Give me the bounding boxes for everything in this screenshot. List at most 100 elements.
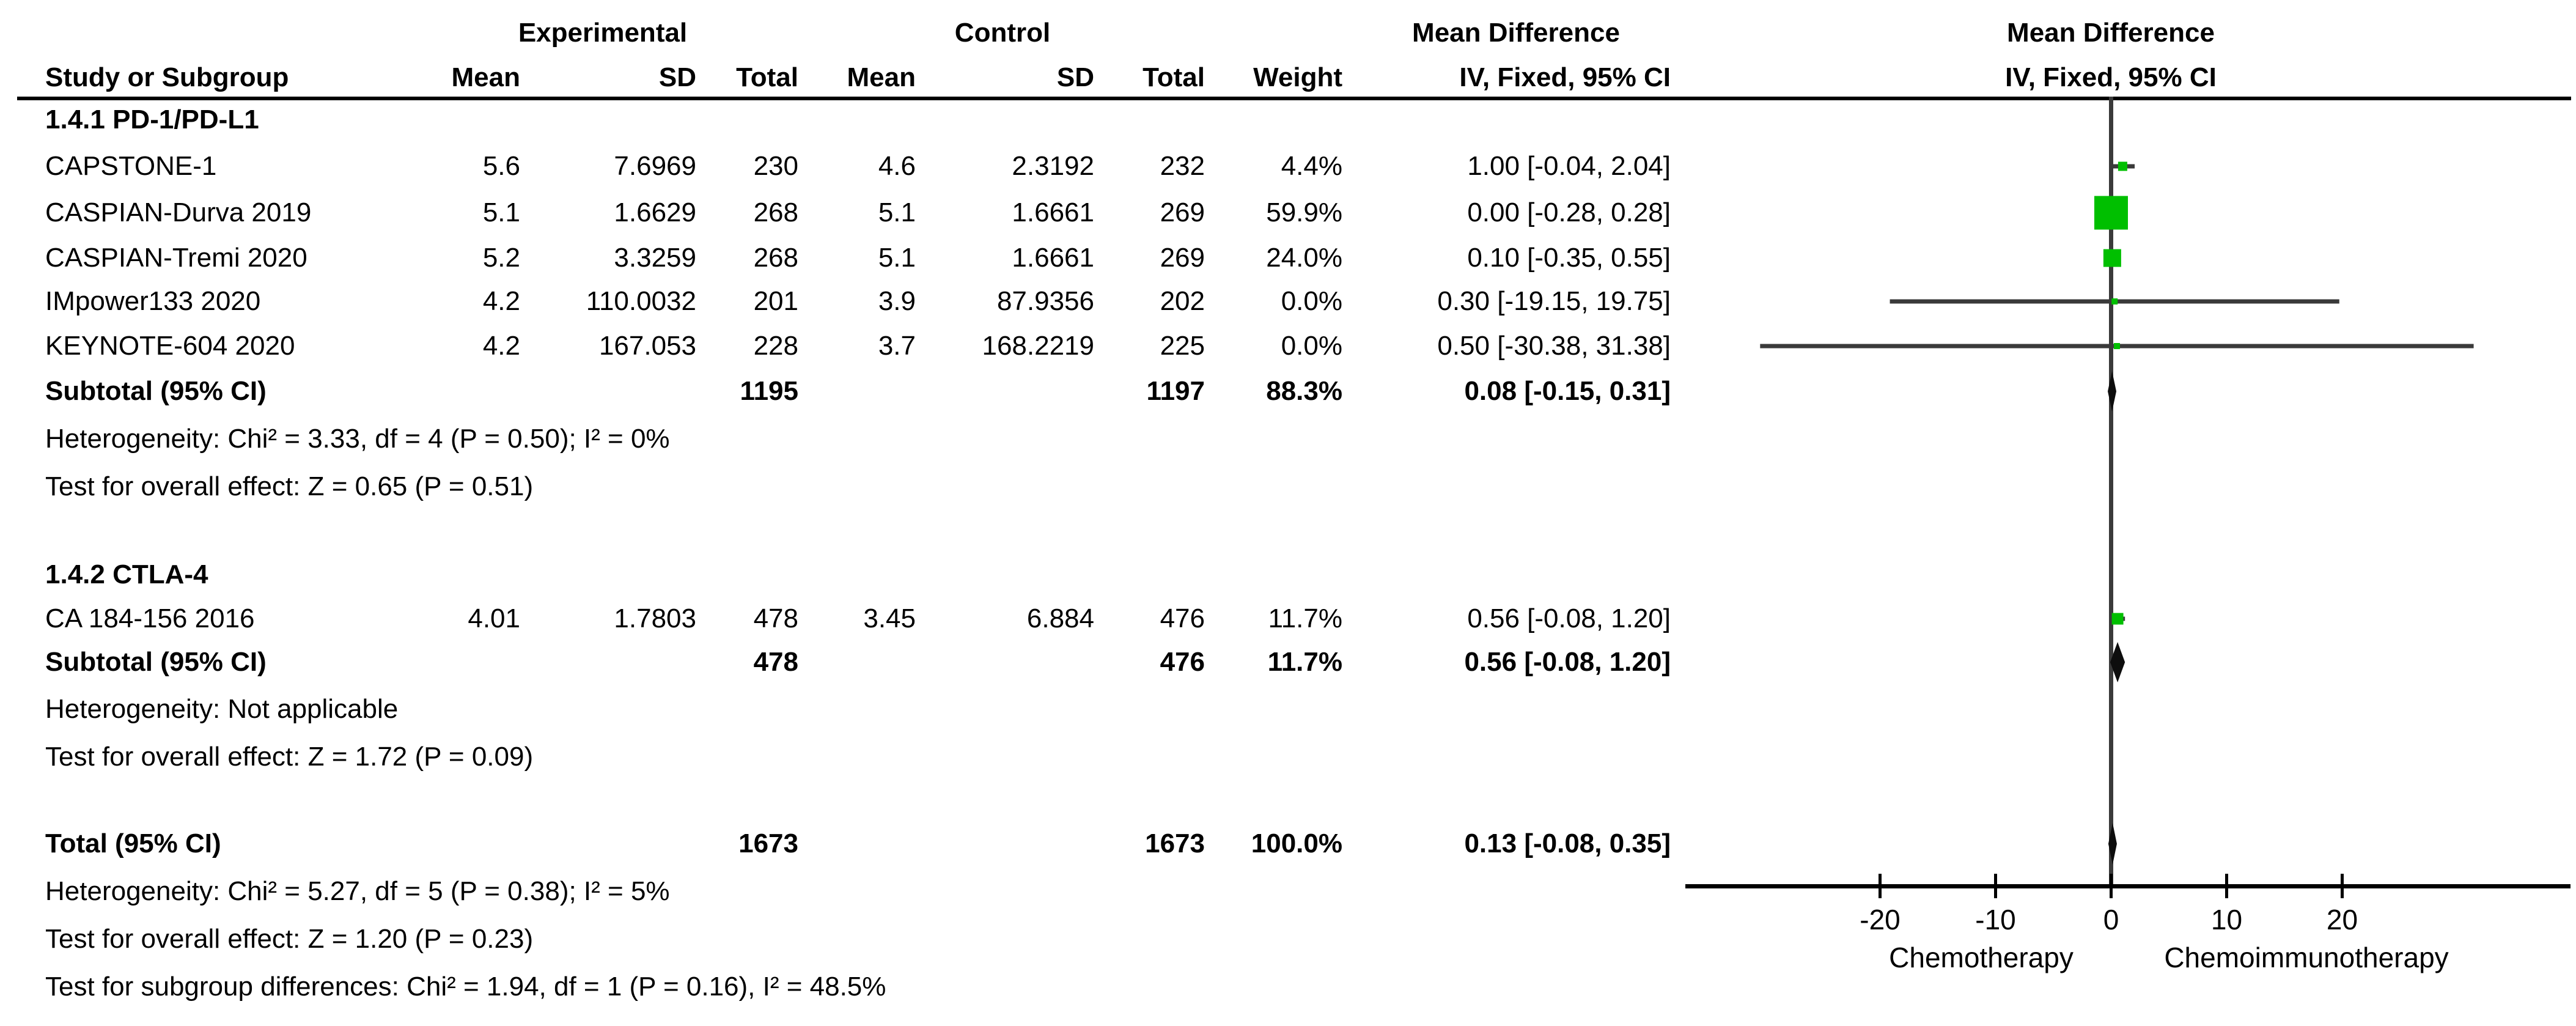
- cell-weight: 4.4%: [1281, 151, 1342, 181]
- cell-ci-text: 0.30 [-19.15, 19.75]: [1437, 286, 1671, 316]
- effect-square: [2103, 249, 2121, 267]
- cell-ci-text: 0.10 [-0.35, 0.55]: [1467, 243, 1671, 273]
- axis-caption-left: Chemotherapy: [1889, 942, 2074, 973]
- footer-note: Test for overall effect: Z = 1.20 (P = 0…: [45, 924, 534, 954]
- cell-ci-text: 0.08 [-0.15, 0.31]: [1464, 376, 1671, 406]
- column-header-sd-ctl: SD: [1056, 62, 1094, 92]
- cell-exp-sd: 1.6629: [614, 197, 696, 227]
- column-header-study: Study or Subgroup: [45, 62, 289, 92]
- total-diamond: [2108, 823, 2117, 865]
- cell-ctl-total: 225: [1160, 331, 1205, 361]
- cell-ctl-total: 1197: [1146, 376, 1205, 406]
- cell-weight: 0.0%: [1281, 286, 1342, 316]
- cell-weight: 88.3%: [1266, 376, 1342, 406]
- cell-exp-mean: 5.2: [482, 243, 520, 273]
- axis-tick: [2341, 874, 2344, 898]
- axis-tick: [1879, 874, 1882, 898]
- study-name: CASPIAN-Durva 2019: [45, 197, 312, 227]
- column-header-mean-ctl: Mean: [847, 62, 916, 92]
- cell-ctl-mean: 4.6: [878, 151, 916, 181]
- subgroup-title: 1.4.2 CTLA-4: [45, 559, 208, 589]
- header-rule: [17, 97, 2571, 100]
- cell-ctl-total: 232: [1160, 151, 1205, 181]
- study-name: KEYNOTE-604 2020: [45, 331, 295, 361]
- cell-ctl-total: 1673: [1145, 829, 1205, 858]
- column-group-experimental: Experimental: [518, 18, 688, 48]
- column-header-sd-exp: SD: [658, 62, 696, 92]
- cell-ctl-total: 202: [1160, 286, 1205, 316]
- cell-exp-total: 1195: [740, 376, 798, 406]
- cell-exp-total: 201: [753, 286, 798, 316]
- cell-exp-total: 228: [753, 331, 798, 361]
- cell-weight: 11.7%: [1268, 603, 1343, 633]
- heterogeneity-note: Heterogeneity: Chi² = 3.33, df = 4 (P = …: [45, 424, 670, 454]
- cell-ctl-sd: 1.6661: [1012, 243, 1094, 273]
- axis-caption-right: Chemoimmunotherapy: [2164, 942, 2449, 973]
- cell-ctl-sd: 2.3192: [1012, 151, 1094, 181]
- cell-ci-text: 0.56 [-0.08, 1.20]: [1464, 647, 1671, 677]
- subtotal-diamond: [2110, 642, 2125, 682]
- cell-exp-mean: 4.2: [482, 331, 520, 361]
- axis-tick-label: 10: [2210, 904, 2243, 936]
- cell-ctl-sd: 87.9356: [996, 286, 1094, 316]
- cell-exp-mean: 4.2: [482, 286, 520, 316]
- cell-exp-total: 478: [753, 603, 798, 633]
- cell-ctl-sd: 6.884: [1026, 603, 1094, 633]
- study-name: CA 184-156 2016: [45, 603, 255, 633]
- cell-ctl-mean: 5.1: [878, 243, 916, 273]
- cell-ctl-total: 269: [1160, 243, 1205, 273]
- footer-note: Heterogeneity: Chi² = 5.27, df = 5 (P = …: [45, 876, 670, 906]
- cell-ctl-total: 476: [1160, 647, 1205, 677]
- study-name: CASPIAN-Tremi 2020: [45, 243, 307, 273]
- plot-header-ci: IV, Fixed, 95% CI: [2005, 62, 2217, 92]
- effect-square: [2094, 196, 2128, 230]
- cell-weight: 11.7%: [1267, 647, 1342, 677]
- subtotal-label: Subtotal (95% CI): [45, 376, 267, 406]
- cell-exp-total: 478: [753, 647, 798, 677]
- cell-exp-mean: 5.6: [482, 151, 520, 181]
- study-name: CAPSTONE-1: [45, 151, 217, 181]
- cell-ci-text: 0.13 [-0.08, 0.35]: [1464, 829, 1671, 858]
- column-header-weight: Weight: [1253, 62, 1342, 92]
- column-header-mean-exp: Mean: [451, 62, 520, 92]
- heterogeneity-note: Heterogeneity: Not applicable: [45, 694, 399, 724]
- cell-ctl-mean: 3.7: [878, 331, 916, 361]
- axis-tick-label: 20: [2326, 904, 2358, 936]
- overall-effect-note: Test for overall effect: Z = 1.72 (P = 0…: [45, 742, 534, 772]
- cell-ctl-mean: 5.1: [878, 197, 916, 227]
- plot-title-mean-difference: Mean Difference: [2007, 18, 2215, 48]
- cell-exp-sd: 167.053: [598, 331, 696, 361]
- cell-exp-sd: 7.6969: [614, 151, 696, 181]
- subtotal-label: Subtotal (95% CI): [45, 647, 267, 677]
- axis-tick: [2225, 874, 2228, 898]
- axis-tick: [2110, 874, 2113, 898]
- cell-exp-total: 230: [753, 151, 798, 181]
- study-name: IMpower133 2020: [45, 286, 261, 316]
- column-header-total-exp: Total: [736, 62, 798, 92]
- axis-tick: [1994, 874, 1997, 898]
- cell-weight: 59.9%: [1266, 197, 1342, 227]
- x-axis-line: [1685, 884, 2570, 888]
- column-header-total-ctl: Total: [1143, 62, 1205, 92]
- cell-ctl-mean: 3.9: [878, 286, 916, 316]
- axis-tick-label: -20: [1860, 904, 1901, 936]
- cell-exp-mean: 5.1: [482, 197, 520, 227]
- cell-exp-total: 268: [753, 197, 798, 227]
- cell-ctl-total: 269: [1160, 197, 1205, 227]
- cell-ctl-sd: 168.2219: [982, 331, 1094, 361]
- cell-ctl-total: 476: [1160, 603, 1205, 633]
- column-group-mean-difference: Mean Difference: [1412, 18, 1620, 48]
- cell-weight: 0.0%: [1281, 331, 1342, 361]
- cell-ci-text: 0.00 [-0.28, 0.28]: [1467, 197, 1671, 227]
- cell-exp-total: 268: [753, 243, 798, 273]
- subgroup-title: 1.4.1 PD-1/PD-L1: [45, 105, 259, 135]
- cell-exp-mean: 4.01: [468, 603, 520, 633]
- effect-square: [2111, 613, 2124, 625]
- cell-ci-text: 0.50 [-30.38, 31.38]: [1437, 331, 1671, 361]
- subtotal-diamond: [2108, 371, 2117, 412]
- overall-effect-note: Test for overall effect: Z = 0.65 (P = 0…: [45, 471, 534, 501]
- axis-tick-label: -10: [1975, 904, 2016, 936]
- effect-square: [2113, 343, 2120, 349]
